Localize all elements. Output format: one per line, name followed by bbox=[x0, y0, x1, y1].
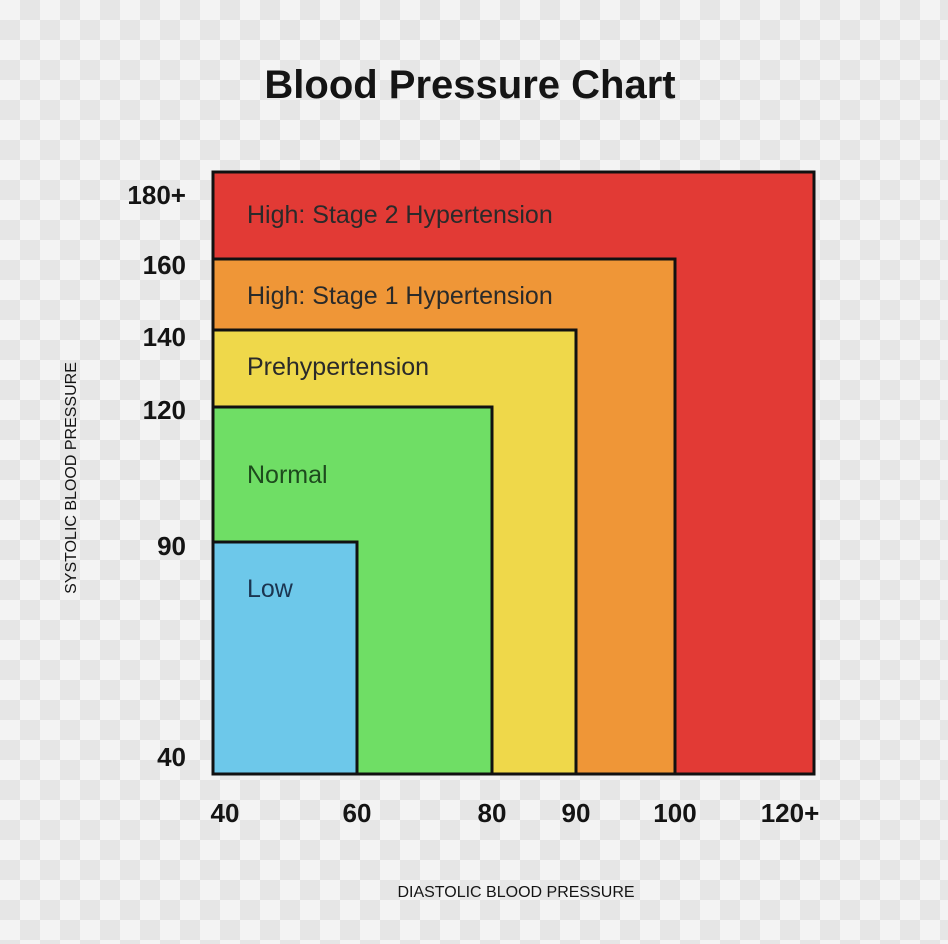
y-axis-label: SYSTOLIC BLOOD PRESSURE bbox=[63, 362, 80, 594]
y-tick-label: 160 bbox=[143, 250, 186, 280]
x-tick-label: 40 bbox=[211, 798, 240, 828]
zones-group: High: Stage 2 Hypertension High: Stage 1 … bbox=[211, 170, 816, 776]
zone-label-3: Normal bbox=[247, 461, 328, 489]
y-tick-label: 40 bbox=[157, 742, 186, 772]
y-ticks-group: 40 90 120 140 160 180+ bbox=[127, 180, 186, 772]
x-ticks-group: 40 60 80 90 100 120+ bbox=[211, 798, 820, 828]
y-tick-label: 120 bbox=[143, 395, 186, 425]
x-axis-label: DIASTOLIC BLOOD PRESSURE bbox=[397, 884, 634, 901]
x-tick-label: 120+ bbox=[761, 798, 820, 828]
y-tick-label: 140 bbox=[143, 322, 186, 352]
zone-rect-4 bbox=[211, 540, 359, 776]
y-tick-label: 180+ bbox=[127, 180, 186, 210]
chart-title: Blood Pressure Chart bbox=[264, 63, 675, 107]
x-tick-label: 60 bbox=[343, 798, 372, 828]
zone-label-4: Low bbox=[247, 575, 294, 603]
x-tick-label: 80 bbox=[478, 798, 507, 828]
zone-label-1: High: Stage 1 Hypertension bbox=[247, 282, 553, 310]
y-tick-label: 90 bbox=[157, 531, 186, 561]
zone-label-0: High: Stage 2 Hypertension bbox=[247, 201, 553, 229]
zone-label-2: Prehypertension bbox=[247, 353, 429, 381]
x-tick-label: 100 bbox=[653, 798, 696, 828]
x-tick-label: 90 bbox=[562, 798, 591, 828]
